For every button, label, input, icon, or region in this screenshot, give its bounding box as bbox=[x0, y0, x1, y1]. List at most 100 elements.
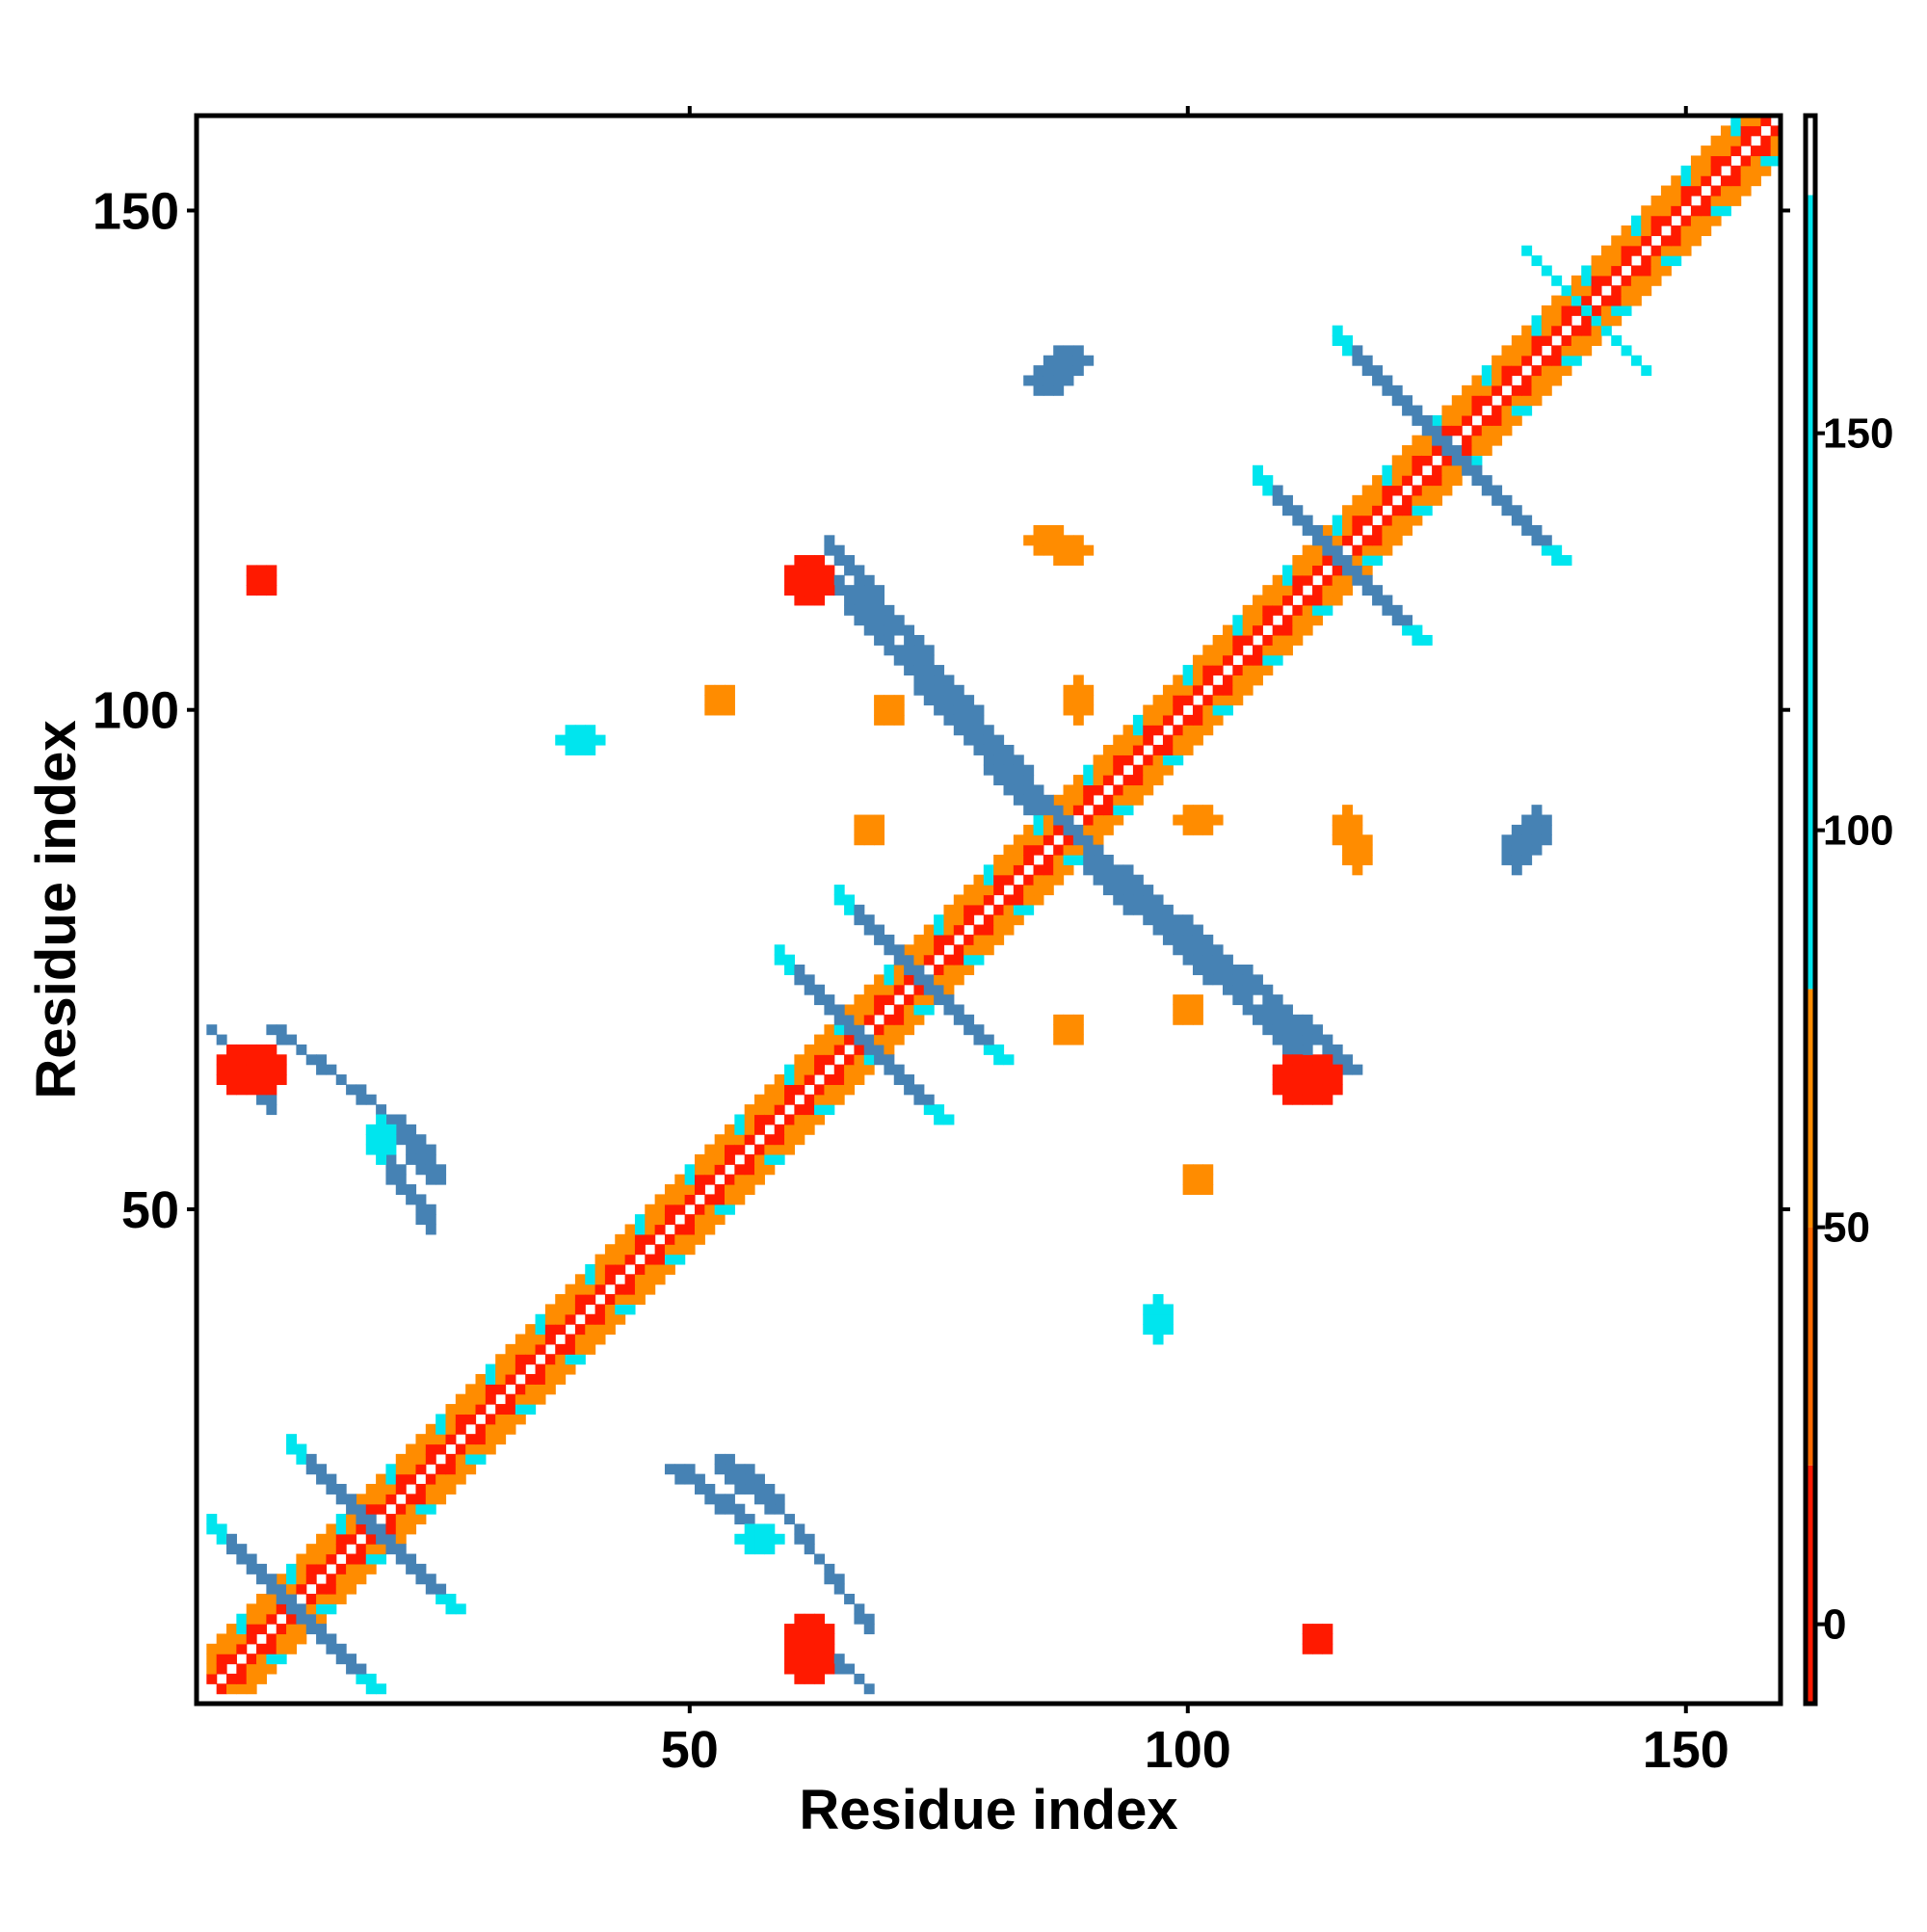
heatmap-cell bbox=[1262, 1014, 1274, 1025]
heatmap-cell bbox=[1551, 345, 1563, 357]
heatmap-cell bbox=[1282, 1004, 1293, 1016]
heatmap-cell bbox=[1063, 544, 1074, 556]
heatmap-cell bbox=[784, 1074, 795, 1085]
heatmap-cell bbox=[1253, 645, 1263, 656]
heatmap-cell bbox=[923, 654, 935, 666]
heatmap-cell bbox=[824, 1643, 835, 1654]
heatmap-cell bbox=[395, 1483, 407, 1495]
heatmap-cell bbox=[1451, 475, 1463, 487]
heatmap-cell bbox=[1043, 814, 1054, 826]
heatmap-cell bbox=[1491, 435, 1503, 446]
heatmap-cell bbox=[256, 1673, 267, 1684]
heatmap-cell bbox=[1511, 384, 1522, 396]
heatmap-cell bbox=[1740, 135, 1752, 146]
heatmap-cell bbox=[645, 1274, 656, 1285]
heatmap-cell bbox=[1182, 675, 1194, 686]
heatmap-cell bbox=[934, 914, 945, 926]
heatmap-cell bbox=[664, 1464, 675, 1475]
heatmap-cell bbox=[1361, 585, 1373, 596]
heatmap-cell bbox=[385, 1494, 397, 1505]
heatmap-cell bbox=[1242, 965, 1254, 975]
heatmap-cell bbox=[774, 1124, 785, 1135]
heatmap-cell bbox=[1352, 814, 1363, 826]
heatmap-cell bbox=[1561, 355, 1572, 366]
heatmap-cell bbox=[1253, 464, 1263, 476]
heatmap-cell bbox=[1222, 984, 1233, 995]
heatmap-cell bbox=[1571, 335, 1582, 346]
heatmap-cell bbox=[964, 1024, 975, 1036]
heatmap-cell bbox=[1332, 544, 1343, 556]
heatmap-cell bbox=[1611, 295, 1623, 306]
heatmap-cell bbox=[236, 1643, 248, 1654]
heatmap-cell bbox=[574, 1284, 586, 1295]
heatmap-cell bbox=[1093, 874, 1104, 886]
heatmap-cell bbox=[953, 1014, 964, 1025]
heatmap-cell bbox=[1033, 794, 1044, 806]
heatmap-cell bbox=[505, 1423, 516, 1435]
heatmap-cell bbox=[1680, 175, 1692, 187]
heatmap-cell bbox=[1272, 494, 1283, 506]
heatmap-cell bbox=[326, 1574, 337, 1585]
heatmap-cell bbox=[1272, 595, 1283, 606]
heatmap-cell bbox=[1322, 1633, 1333, 1645]
heatmap-cell bbox=[664, 1244, 675, 1256]
heatmap-cell bbox=[913, 994, 925, 1006]
heatmap-cell bbox=[904, 974, 915, 986]
heatmap-cell bbox=[1182, 725, 1194, 736]
heatmap-cell bbox=[1600, 315, 1612, 327]
heatmap-cell bbox=[1591, 325, 1602, 336]
heatmap-cell bbox=[1182, 1164, 1194, 1176]
heatmap-cell bbox=[913, 934, 925, 945]
heatmap-cell bbox=[376, 1503, 387, 1515]
heatmap-cell bbox=[1402, 475, 1413, 487]
heatmap-cell bbox=[833, 1044, 845, 1055]
heatmap-cell bbox=[1342, 345, 1353, 357]
heatmap-cell bbox=[694, 1204, 705, 1215]
heatmap-cell bbox=[226, 1673, 237, 1684]
heatmap-cell bbox=[1342, 844, 1353, 856]
heatmap-cell bbox=[1302, 1094, 1313, 1105]
heatmap-cell bbox=[236, 1624, 248, 1635]
heatmap-cell bbox=[415, 1503, 427, 1515]
heatmap-cell bbox=[246, 1563, 257, 1575]
heatmap-cell bbox=[1382, 485, 1393, 496]
heatmap-cell bbox=[465, 1384, 477, 1395]
heatmap-cell bbox=[356, 1553, 367, 1565]
heatmap-cell bbox=[256, 1613, 267, 1625]
heatmap-cell bbox=[714, 1214, 726, 1226]
heatmap-cell bbox=[455, 1464, 466, 1475]
heatmap-cell bbox=[1660, 245, 1672, 256]
heatmap-cell bbox=[1302, 1633, 1313, 1645]
heatmap-cell bbox=[286, 1643, 297, 1654]
heatmap-cell bbox=[943, 904, 955, 915]
heatmap-cell bbox=[1043, 885, 1054, 896]
heatmap-cell bbox=[1242, 624, 1254, 636]
heatmap-cell bbox=[305, 1593, 317, 1604]
heatmap-cell bbox=[1143, 885, 1154, 896]
heatmap-cell bbox=[376, 1683, 387, 1695]
heatmap-cell bbox=[1591, 285, 1602, 297]
heatmap-cell bbox=[1222, 675, 1233, 686]
heatmap-cell bbox=[436, 1423, 447, 1435]
heatmap-cell bbox=[1043, 355, 1054, 366]
heatmap-cell bbox=[725, 1153, 735, 1165]
heatmap-cell bbox=[1202, 725, 1214, 736]
heatmap-cell bbox=[1023, 904, 1035, 915]
heatmap-cell bbox=[1621, 295, 1632, 306]
heatmap-cell bbox=[406, 1453, 417, 1465]
heatmap-cell bbox=[1013, 754, 1024, 766]
heatmap-cell bbox=[335, 1533, 347, 1545]
heatmap-cell bbox=[1023, 775, 1035, 786]
heatmap-cell bbox=[1202, 1174, 1214, 1185]
heatmap-cell bbox=[296, 1633, 307, 1645]
heatmap-cell bbox=[256, 1044, 267, 1055]
heatmap-cell bbox=[1541, 535, 1552, 546]
heatmap-cell bbox=[1182, 814, 1194, 826]
heatmap-cell bbox=[833, 885, 845, 896]
heatmap-cell bbox=[983, 914, 994, 926]
heatmap-cell bbox=[684, 1174, 696, 1185]
heatmap-cell bbox=[425, 1224, 436, 1235]
heatmap-cell bbox=[824, 1004, 835, 1016]
heatmap-cell bbox=[754, 1164, 765, 1176]
